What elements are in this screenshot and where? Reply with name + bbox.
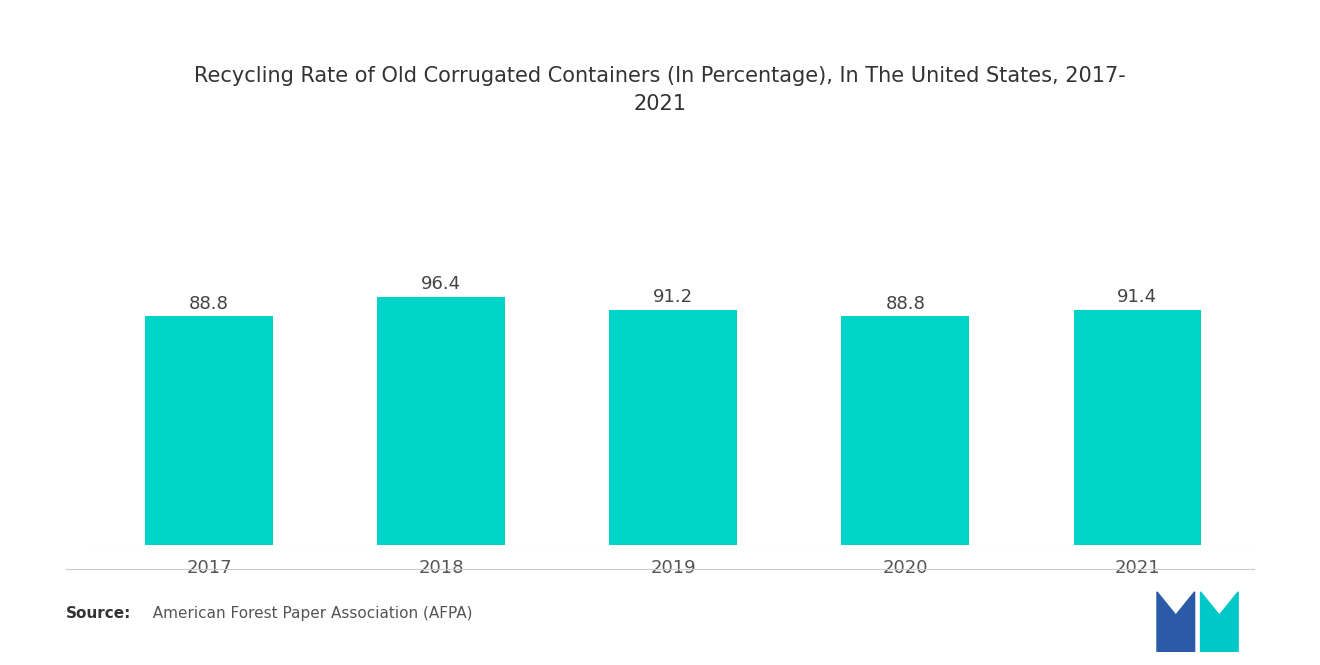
Polygon shape: [1156, 592, 1195, 652]
Bar: [145, 317, 273, 545]
Bar: [841, 317, 969, 545]
Text: 91.4: 91.4: [1117, 288, 1158, 306]
Text: 96.4: 96.4: [421, 275, 461, 293]
Text: Recycling Rate of Old Corrugated Containers (In Percentage), In The United State: Recycling Rate of Old Corrugated Contain…: [194, 66, 1126, 114]
Text: Source:: Source:: [66, 606, 132, 622]
Bar: [610, 311, 737, 545]
Text: 88.8: 88.8: [886, 295, 925, 313]
Polygon shape: [1201, 592, 1238, 652]
Bar: [378, 297, 506, 545]
Bar: [1073, 310, 1201, 545]
Text: American Forest Paper Association (AFPA): American Forest Paper Association (AFPA): [143, 606, 473, 622]
Text: 88.8: 88.8: [189, 295, 228, 313]
Text: 91.2: 91.2: [653, 289, 693, 307]
